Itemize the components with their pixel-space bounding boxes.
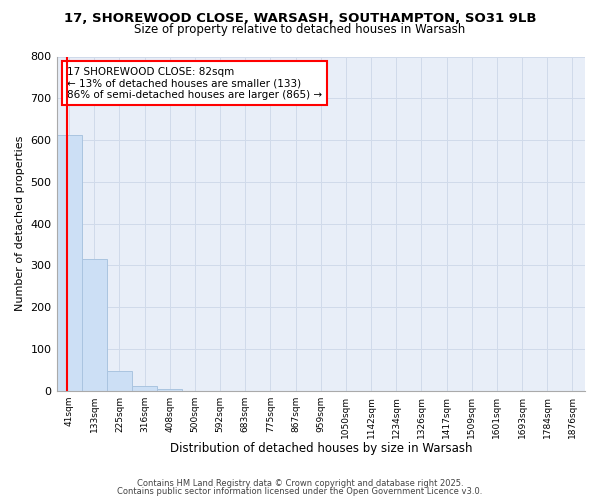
Text: Contains public sector information licensed under the Open Government Licence v3: Contains public sector information licen… xyxy=(118,487,482,496)
Bar xyxy=(82,259,107,391)
Bar xyxy=(132,386,157,391)
Text: 17, SHOREWOOD CLOSE, WARSASH, SOUTHAMPTON, SO31 9LB: 17, SHOREWOOD CLOSE, WARSASH, SOUTHAMPTO… xyxy=(64,12,536,26)
Text: 17 SHOREWOOD CLOSE: 82sqm
← 13% of detached houses are smaller (133)
86% of semi: 17 SHOREWOOD CLOSE: 82sqm ← 13% of detac… xyxy=(67,66,322,100)
Text: Size of property relative to detached houses in Warsash: Size of property relative to detached ho… xyxy=(134,24,466,36)
Bar xyxy=(157,389,182,391)
X-axis label: Distribution of detached houses by size in Warsash: Distribution of detached houses by size … xyxy=(170,442,472,455)
Bar xyxy=(107,371,132,391)
Bar xyxy=(56,134,82,391)
Y-axis label: Number of detached properties: Number of detached properties xyxy=(15,136,25,312)
Text: Contains HM Land Registry data © Crown copyright and database right 2025.: Contains HM Land Registry data © Crown c… xyxy=(137,478,463,488)
